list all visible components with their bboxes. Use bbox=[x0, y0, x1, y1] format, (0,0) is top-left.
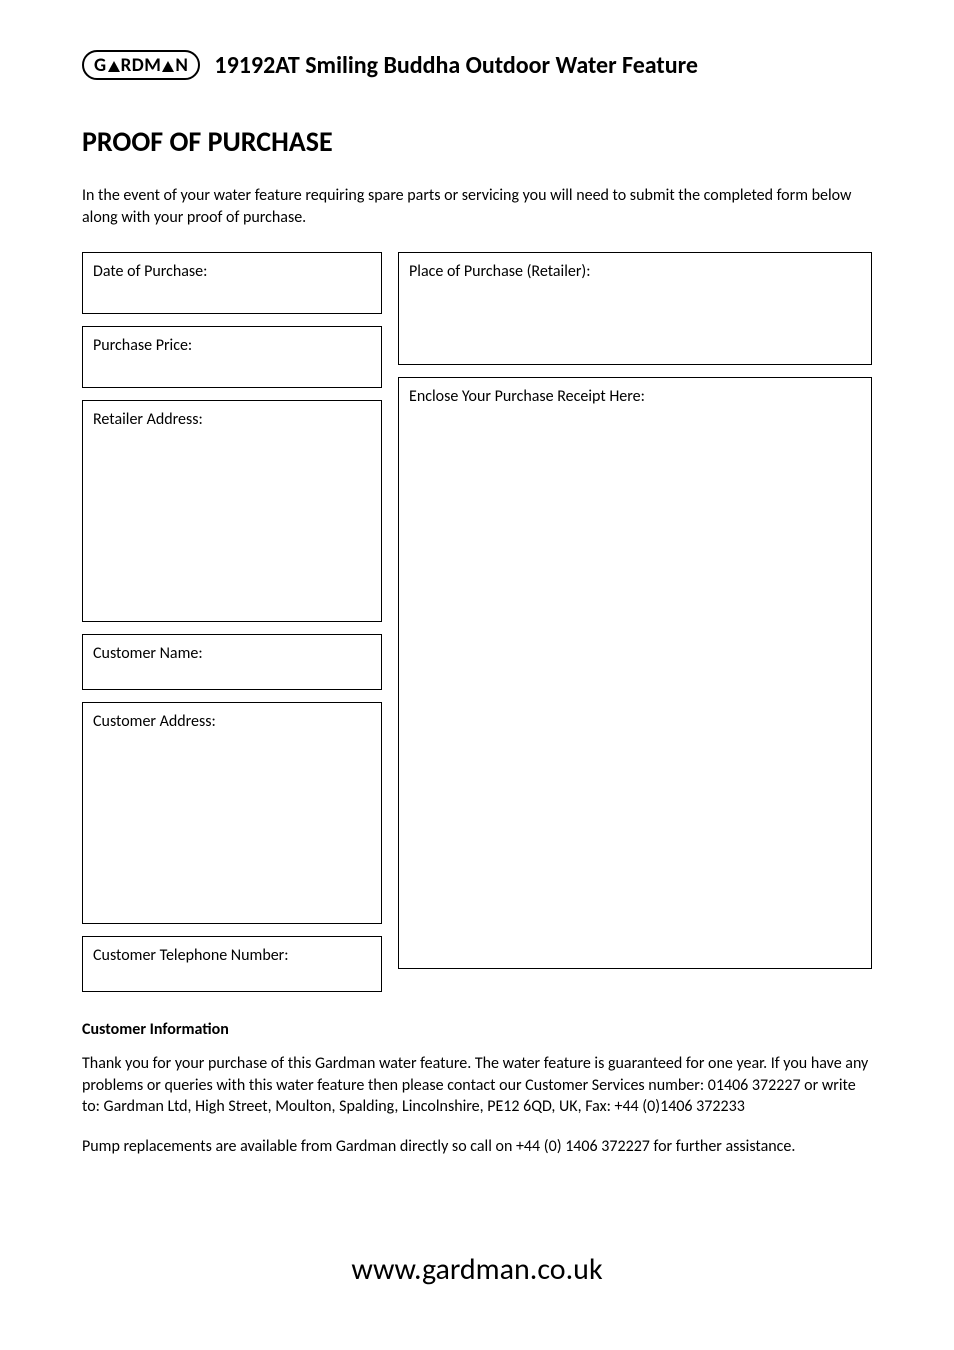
form-left-column: Date of Purchase: Purchase Price: Retail… bbox=[82, 252, 382, 992]
page: G RDM N 19192AT Smiling Buddha Outdoor W… bbox=[0, 0, 954, 1216]
place-of-purchase-field[interactable]: Place of Purchase (Retailer): bbox=[398, 252, 872, 365]
customer-address-field[interactable]: Customer Address: bbox=[82, 702, 382, 924]
purchase-price-field[interactable]: Purchase Price: bbox=[82, 326, 382, 388]
customer-info-heading: Customer Information bbox=[82, 1020, 872, 1039]
intro-text: In the event of your water feature requi… bbox=[82, 185, 872, 228]
customer-info-para2: Pump replacements are available from Gar… bbox=[82, 1136, 872, 1158]
customer-telephone-field[interactable]: Customer Telephone Number: bbox=[82, 936, 382, 992]
form-right-column: Place of Purchase (Retailer): Enclose Yo… bbox=[398, 252, 872, 992]
footer-url: www.gardman.co.uk bbox=[0, 1251, 954, 1288]
form-grid: Date of Purchase: Purchase Price: Retail… bbox=[82, 252, 872, 992]
section-title: PROOF OF PURCHASE bbox=[82, 124, 872, 159]
triangle-up-icon bbox=[108, 61, 120, 72]
receipt-enclosure-area[interactable]: Enclose Your Purchase Receipt Here: bbox=[398, 377, 872, 969]
logo-text-mid2: N bbox=[175, 56, 188, 75]
customer-telephone-label: Customer Telephone Number: bbox=[93, 946, 289, 965]
receipt-label: Enclose Your Purchase Receipt Here: bbox=[409, 387, 645, 406]
logo-text-mid1: RDM bbox=[121, 56, 162, 75]
purchase-price-label: Purchase Price: bbox=[93, 336, 192, 355]
date-of-purchase-label: Date of Purchase: bbox=[93, 262, 207, 281]
customer-name-field[interactable]: Customer Name: bbox=[82, 634, 382, 690]
place-of-purchase-label: Place of Purchase (Retailer): bbox=[409, 262, 591, 281]
customer-info-para1: Thank you for your purchase of this Gard… bbox=[82, 1053, 872, 1118]
product-title: 19192AT Smiling Buddha Outdoor Water Fea… bbox=[214, 51, 698, 80]
customer-name-label: Customer Name: bbox=[93, 644, 203, 663]
date-of-purchase-field[interactable]: Date of Purchase: bbox=[82, 252, 382, 314]
header-row: G RDM N 19192AT Smiling Buddha Outdoor W… bbox=[82, 50, 872, 80]
triangle-up-icon bbox=[162, 61, 174, 72]
logo-text-prefix: G bbox=[94, 56, 107, 75]
gardman-logo: G RDM N bbox=[82, 50, 200, 80]
retailer-address-label: Retailer Address: bbox=[93, 410, 203, 429]
retailer-address-field[interactable]: Retailer Address: bbox=[82, 400, 382, 622]
customer-address-label: Customer Address: bbox=[93, 712, 216, 731]
